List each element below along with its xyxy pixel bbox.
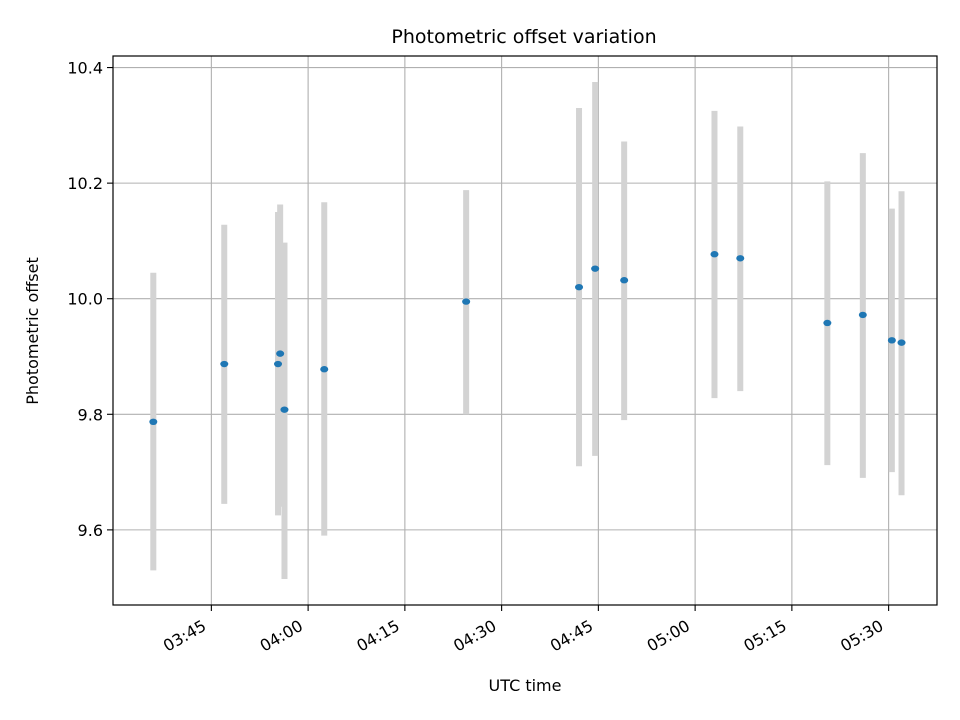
data-point xyxy=(220,360,229,368)
data-point xyxy=(620,277,629,284)
plot-area-frame xyxy=(112,55,938,606)
data-point xyxy=(823,319,832,327)
x-axis-title: UTC time xyxy=(489,676,562,695)
data-point xyxy=(274,360,283,368)
y-tick-label: 10.0 xyxy=(67,290,103,309)
data-point xyxy=(462,298,471,305)
data-point xyxy=(897,339,906,346)
data-points xyxy=(149,251,906,426)
data-point xyxy=(320,366,329,373)
y-axis-ticks: 9.6 9.8 10.0 10.2 10.4 xyxy=(67,59,113,540)
data-point xyxy=(887,337,896,344)
y-axis-title: Photometric offset xyxy=(23,257,42,405)
data-point xyxy=(858,311,867,319)
y-tick-label: 9.6 xyxy=(78,521,103,540)
data-point xyxy=(280,406,289,413)
y-tick-label: 10.4 xyxy=(67,59,103,78)
chart-title: Photometric offset variation xyxy=(391,26,656,48)
data-point xyxy=(710,251,719,258)
grid xyxy=(113,56,937,605)
data-point xyxy=(591,265,600,272)
data-point xyxy=(736,255,745,262)
y-tick-label: 10.2 xyxy=(67,174,103,193)
data-point xyxy=(575,283,584,291)
y-tick-label: 9.8 xyxy=(78,405,103,424)
data-point xyxy=(149,418,158,426)
data-point xyxy=(276,350,285,357)
